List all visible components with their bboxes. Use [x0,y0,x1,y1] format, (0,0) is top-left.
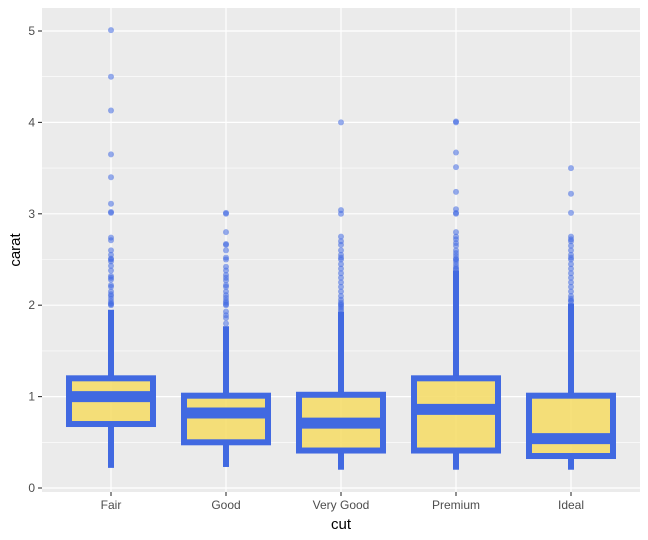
y-tick-label: 5 [28,24,35,38]
box-good [181,392,271,446]
outlier-point [568,209,574,216]
outlier-point [108,276,114,283]
outlier-point [108,151,114,158]
y-axis-label: carat [7,233,24,267]
outlier-point [568,261,574,268]
outlier-point [223,320,229,327]
x-tick-label: Good [211,498,240,512]
outlier-point [108,302,114,309]
outlier-point [223,283,229,290]
outlier-point [568,247,574,254]
outlier-point [338,241,344,248]
outlier-point [223,247,229,254]
outlier-point [453,266,459,273]
outlier-point [223,314,229,321]
outlier-point [568,270,574,277]
x-axis-label: cut [331,516,352,533]
outlier-point [453,119,459,126]
outlier-point [568,238,574,245]
outlier-point [108,27,114,34]
outlier-point [568,165,574,172]
outlier-point [223,210,229,217]
outlier-point [108,247,114,254]
outlier-point [223,256,229,263]
y-tick-label: 1 [28,390,35,404]
outlier-point [108,73,114,80]
outlier-point [453,164,459,171]
outlier-point [338,233,344,240]
outlier-point [223,277,229,284]
outlier-point [568,256,574,263]
outlier-point [108,200,114,207]
outlier-point [223,267,229,274]
outlier-point [568,288,574,295]
x-tick-label: Very Good [313,498,370,512]
outlier-point [453,149,459,156]
outlier-point [108,262,114,269]
outlier-point [338,210,344,217]
x-tick-label: Fair [101,498,122,512]
y-tick-label: 2 [28,298,35,312]
outlier-point [453,210,459,217]
outlier-point [568,242,574,249]
outlier-point [223,302,229,309]
x-tick-label: Premium [432,498,480,512]
outlier-point [108,267,114,274]
outlier-point [223,241,229,248]
outlier-point [338,119,344,126]
outlier-point [338,283,344,290]
outlier-point [338,256,344,263]
outlier-point [338,279,344,286]
outlier-point [568,283,574,290]
outlier-point [338,265,344,272]
outlier-point [338,288,344,295]
outlier-point [108,283,114,290]
outlier-point [568,274,574,281]
outlier-point [108,209,114,216]
outlier-point [338,274,344,281]
outlier-point [223,229,229,236]
outlier-point [338,261,344,268]
y-tick-label: 0 [28,481,35,495]
outlier-point [338,247,344,254]
outlier-point [453,229,459,236]
outlier-point [568,298,574,305]
outlier-point [338,270,344,277]
outlier-point [108,237,114,244]
y-tick-label: 4 [28,115,35,129]
outlier-point [108,258,114,265]
outlier-point [108,174,114,181]
x-tick-label: Ideal [558,498,584,512]
outlier-point [568,190,574,197]
y-tick-label: 3 [28,207,35,221]
outlier-point [568,265,574,272]
outlier-point [453,188,459,195]
outlier-point [108,107,114,114]
box-ideal [526,392,616,460]
outlier-point [453,242,459,249]
outlier-point [338,307,344,314]
outlier-point [568,279,574,286]
